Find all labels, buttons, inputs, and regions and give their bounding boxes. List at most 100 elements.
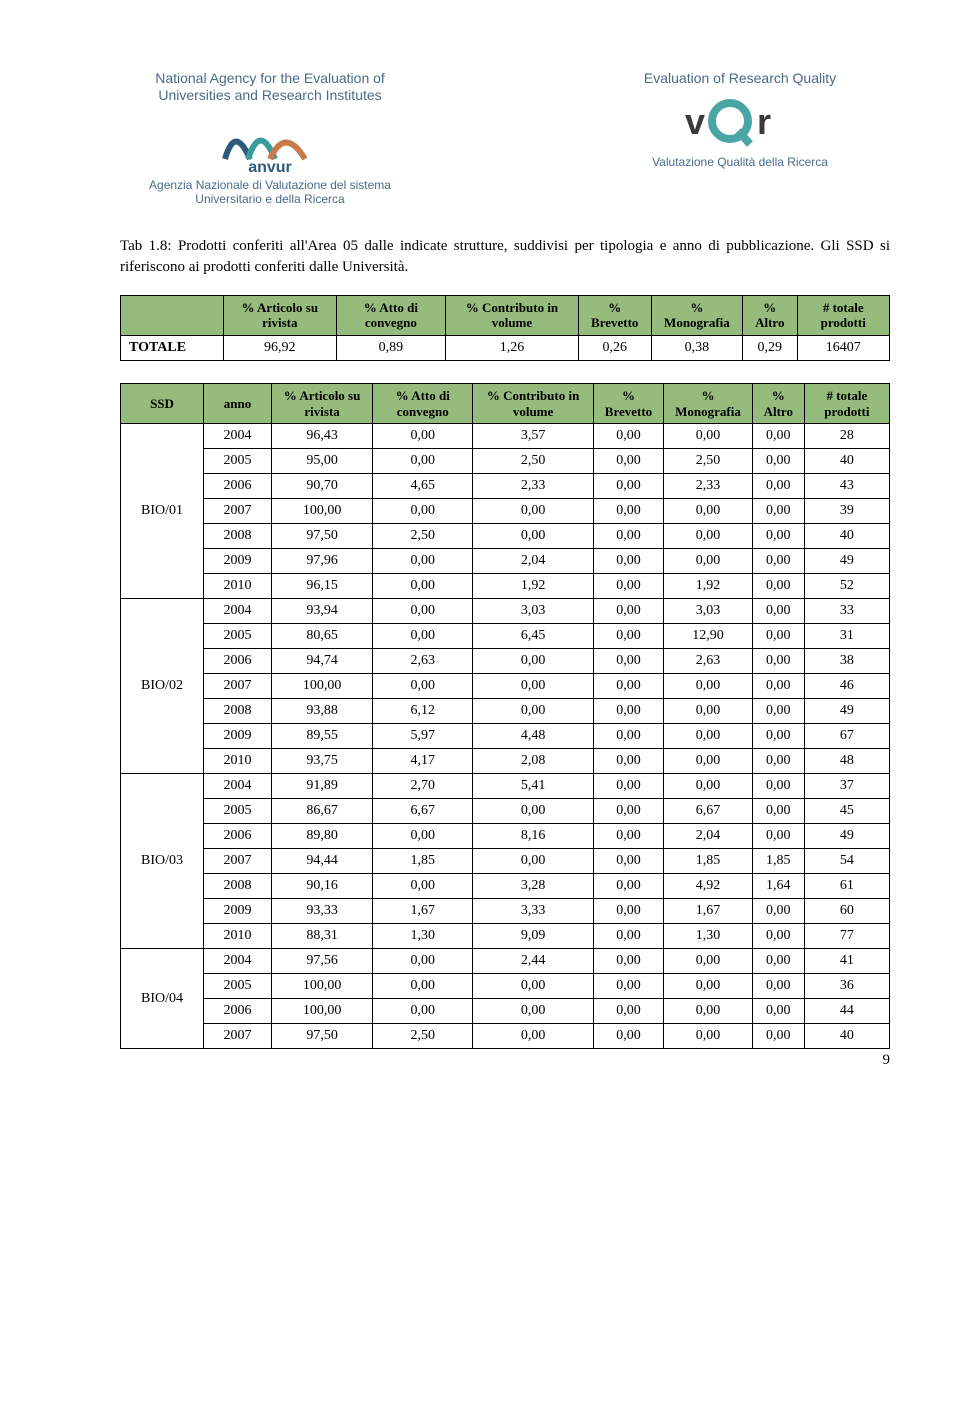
cell: 2007 [204, 674, 272, 699]
cell: 0,00 [664, 724, 753, 749]
cell: 1,30 [664, 924, 753, 949]
table-caption: Tab 1.8: Prodotti conferiti all'Area 05 … [120, 236, 890, 277]
cell: 45 [804, 799, 889, 824]
cell: 5,41 [473, 774, 593, 799]
cell: 2007 [204, 1024, 272, 1049]
table-row: 201093,754,172,080,000,000,0048 [121, 749, 890, 774]
cell: 2,50 [373, 1024, 473, 1049]
cell: 1,26 [446, 336, 579, 361]
cell: 0,00 [752, 724, 804, 749]
cell: 16407 [797, 336, 890, 361]
cell: 0,00 [593, 499, 663, 524]
cell: 2010 [204, 749, 272, 774]
page-number: 9 [883, 1052, 891, 1069]
cell: 0,00 [664, 949, 753, 974]
cell: 2,04 [473, 549, 593, 574]
cell: 0,00 [593, 699, 663, 724]
cell: 95,00 [272, 449, 373, 474]
cell: 0,00 [593, 874, 663, 899]
cell: 0,00 [473, 999, 593, 1024]
cell: 1,67 [664, 899, 753, 924]
cell: 0,00 [593, 824, 663, 849]
cell: 0,00 [664, 524, 753, 549]
cell: 0,00 [373, 624, 473, 649]
cell: 0,00 [664, 549, 753, 574]
cell: 0,00 [593, 749, 663, 774]
column-header: % Atto di convegno [373, 384, 473, 424]
column-header: % Monografia [651, 295, 742, 335]
detail-table: SSDanno% Articolo su rivista% Atto di co… [120, 383, 890, 1049]
column-header: % Contributo in volume [473, 384, 593, 424]
cell: 2004 [204, 774, 272, 799]
cell: 0,00 [473, 699, 593, 724]
cell: 0,00 [373, 549, 473, 574]
cell: 0,00 [752, 824, 804, 849]
cell: 90,70 [272, 474, 373, 499]
cell: 94,44 [272, 849, 373, 874]
ssd-label: BIO/01 [121, 424, 204, 599]
cell: 37 [804, 774, 889, 799]
cell: 0,00 [752, 949, 804, 974]
cell: 96,92 [224, 336, 337, 361]
cell: 2,04 [664, 824, 753, 849]
cell: 39 [804, 499, 889, 524]
table-row: 200890,160,003,280,004,921,6461 [121, 874, 890, 899]
cell: 0,00 [373, 499, 473, 524]
column-header [121, 295, 224, 335]
column-header: SSD [121, 384, 204, 424]
cell: 2006 [204, 474, 272, 499]
table-row: BIO/03200491,892,705,410,000,000,0037 [121, 774, 890, 799]
cell: 2010 [204, 574, 272, 599]
cell: 36 [804, 974, 889, 999]
cell: 0,00 [752, 574, 804, 599]
column-header: % Articolo su rivista [224, 295, 337, 335]
cell: 0,38 [651, 336, 742, 361]
table-row: 2007100,000,000,000,000,000,0046 [121, 674, 890, 699]
cell: 3,57 [473, 424, 593, 449]
cell: 1,92 [664, 574, 753, 599]
cell: 2006 [204, 999, 272, 1024]
ssd-label: BIO/02 [121, 599, 204, 774]
cell: 2,33 [664, 474, 753, 499]
column-header: % Articolo su rivista [272, 384, 373, 424]
cell: 2,50 [373, 524, 473, 549]
cell: 80,65 [272, 624, 373, 649]
cell: 38 [804, 649, 889, 674]
cell: 0,00 [593, 849, 663, 874]
cell: 0,00 [593, 624, 663, 649]
cell: 93,94 [272, 599, 373, 624]
cell: 100,00 [272, 674, 373, 699]
cell: 0,00 [473, 974, 593, 999]
column-header: # totale prodotti [797, 295, 890, 335]
table-row: 200897,502,500,000,000,000,0040 [121, 524, 890, 549]
table-row: 2006100,000,000,000,000,000,0044 [121, 999, 890, 1024]
column-header: % Brevetto [593, 384, 663, 424]
ssd-label: BIO/03 [121, 774, 204, 949]
table-row: 200690,704,652,330,002,330,0043 [121, 474, 890, 499]
cell: 2005 [204, 624, 272, 649]
cell: 1,64 [752, 874, 804, 899]
cell: 0,00 [473, 1024, 593, 1049]
cell: 0,00 [664, 999, 753, 1024]
table-row: 200595,000,002,500,002,500,0040 [121, 449, 890, 474]
cell: 49 [804, 549, 889, 574]
table-row: 200794,441,850,000,001,851,8554 [121, 849, 890, 874]
cell: 0,29 [743, 336, 797, 361]
cell: 1,85 [373, 849, 473, 874]
cell: 93,33 [272, 899, 373, 924]
column-header: # totale prodotti [804, 384, 889, 424]
cell: 96,15 [272, 574, 373, 599]
cell: 0,00 [593, 799, 663, 824]
cell: 0,00 [752, 774, 804, 799]
cell: 1,67 [373, 899, 473, 924]
cell: 4,92 [664, 874, 753, 899]
cell: 6,67 [664, 799, 753, 824]
header-right: Evaluation of Research Quality v r Valut… [590, 70, 890, 169]
cell: 0,00 [373, 449, 473, 474]
cell: 0,00 [473, 674, 593, 699]
cell: 2005 [204, 449, 272, 474]
cell: 86,67 [272, 799, 373, 824]
cell: 9,09 [473, 924, 593, 949]
cell: 0,00 [373, 874, 473, 899]
cell: 0,00 [664, 974, 753, 999]
